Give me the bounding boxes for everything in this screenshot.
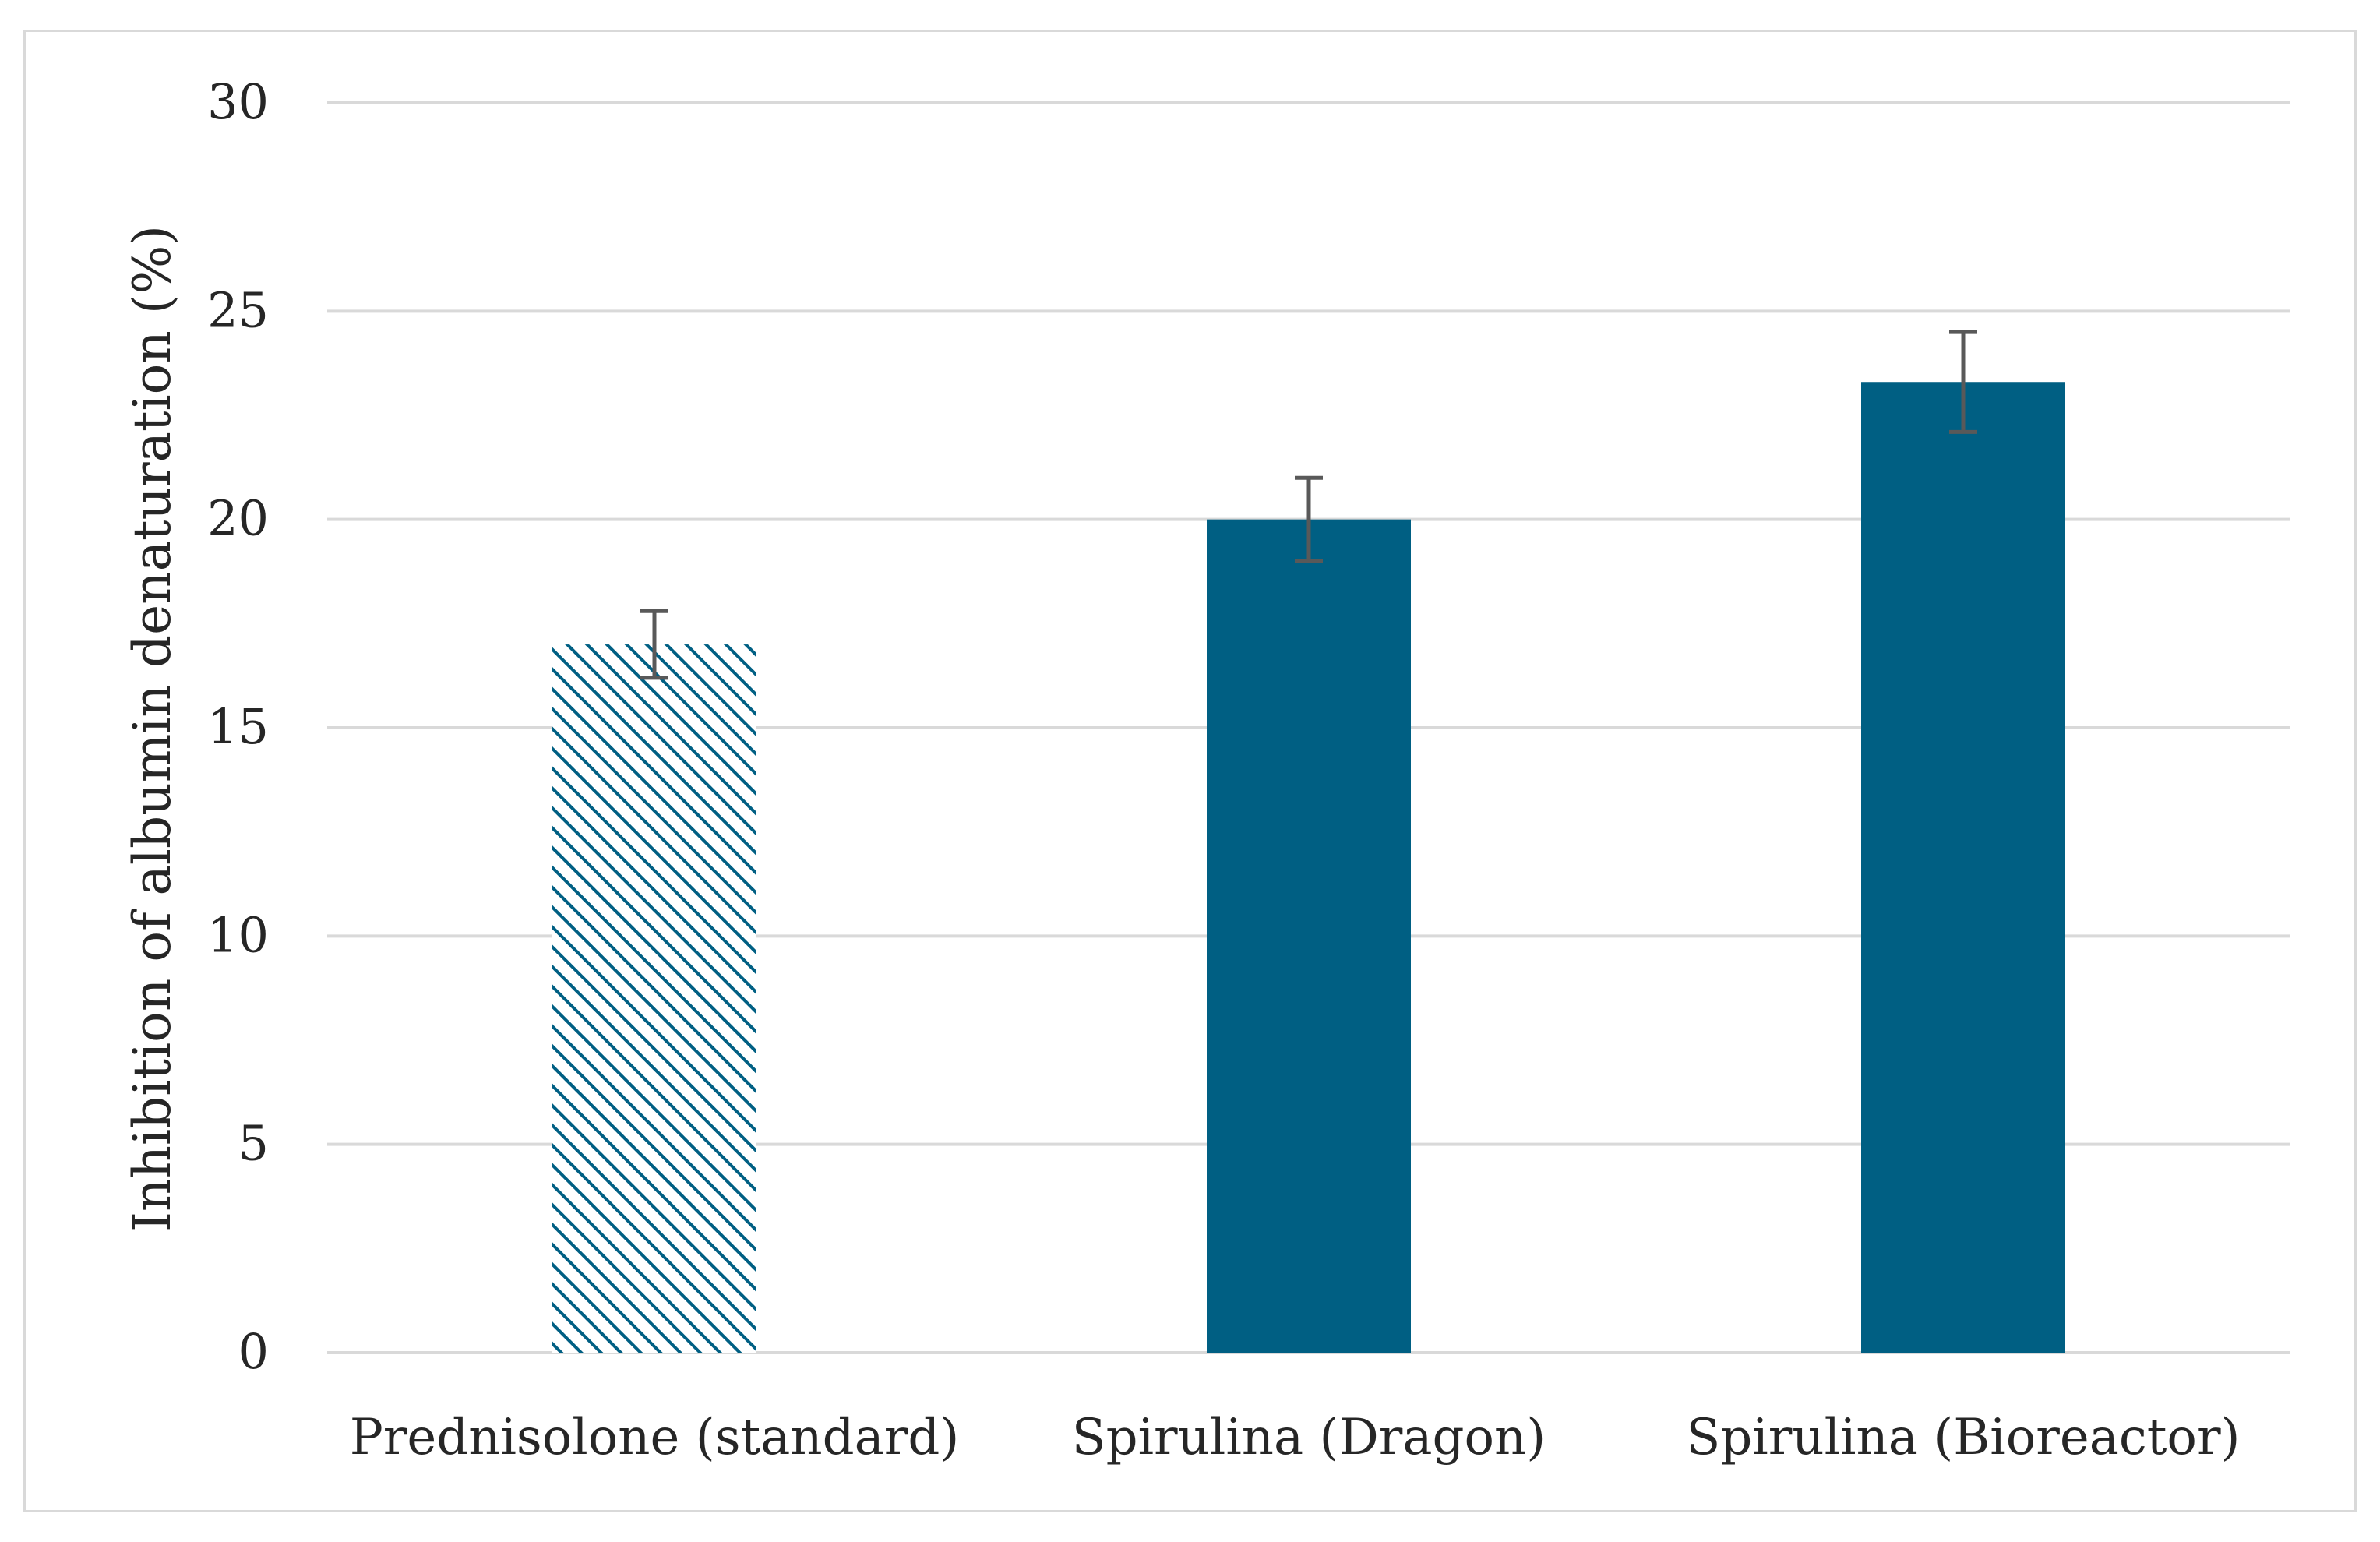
x-axis-categories: Prednisolone (standard) Spirulina (Dragon… bbox=[350, 1409, 2241, 1466]
chart-frame bbox=[23, 30, 2357, 1512]
y-tick-label: 0 bbox=[238, 1323, 269, 1380]
y-tick-label: 5 bbox=[238, 1115, 269, 1172]
y-tick-label: 10 bbox=[207, 906, 269, 963]
bars bbox=[552, 382, 2065, 1353]
x-category-label: Prednisolone (standard) bbox=[350, 1409, 960, 1466]
y-tick-label: 25 bbox=[207, 281, 269, 338]
bar-1 bbox=[552, 644, 756, 1353]
y-tick-label: 20 bbox=[207, 490, 269, 547]
x-category-label: Spirulina (Bioreactor) bbox=[1686, 1409, 2240, 1466]
y-axis-title: Inhibition of albumin denaturation (%) bbox=[122, 225, 182, 1232]
y-tick-label: 30 bbox=[207, 73, 269, 130]
bar-2 bbox=[1207, 519, 1411, 1353]
y-tick-label: 15 bbox=[207, 698, 269, 755]
bar-3 bbox=[1861, 382, 2065, 1353]
error-bars bbox=[640, 330, 1977, 680]
y-axis-ticks: 0 5 10 15 20 25 30 bbox=[207, 73, 269, 1380]
x-category-label: Spirulina (Dragon) bbox=[1072, 1409, 1546, 1466]
